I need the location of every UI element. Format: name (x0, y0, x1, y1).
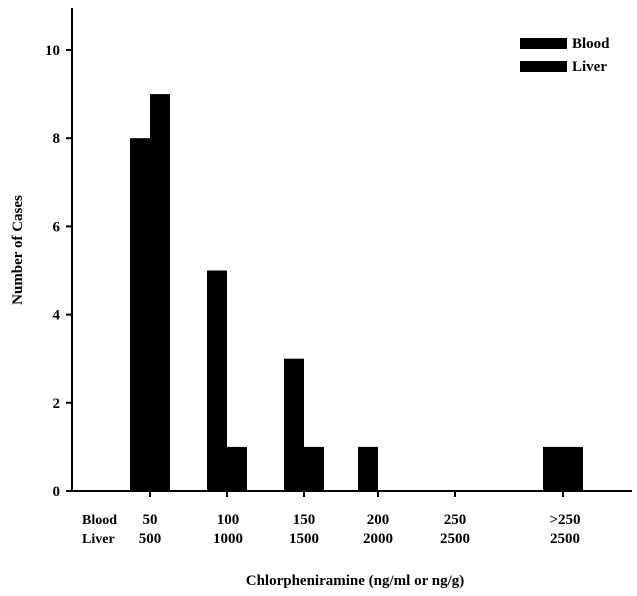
bars-layer (130, 94, 583, 491)
y-tick-label: 4 (53, 308, 61, 324)
legend-label-liver: Liver (572, 59, 607, 75)
x-tick-label-liver: 2500 (440, 531, 470, 547)
x-tick-label-liver: 2000 (363, 531, 393, 547)
legend-label-blood: Blood (572, 36, 610, 52)
legend: Blood Liver (520, 36, 610, 75)
y-tick-label: 0 (53, 484, 61, 500)
x-tick-label-liver: 1500 (289, 531, 319, 547)
y-tick-label: 2 (53, 396, 61, 412)
x-tick-label-blood: 50 (143, 512, 158, 528)
bar-liver-1 (227, 446, 247, 491)
x-ticks (149, 491, 564, 497)
y-tick-label: 8 (53, 131, 61, 147)
row-label-liver: Liver (82, 532, 115, 547)
x-tick-label-blood: 100 (217, 512, 240, 528)
bar-blood-3 (358, 446, 378, 491)
x-tick-labels: 50 500 100 1000 150 1500 200 2000 250 2500 >250 250… (139, 512, 581, 547)
x-tick-label-blood: >250 (549, 512, 580, 528)
row-label-blood: Blood (82, 513, 117, 528)
x-tick-label-blood: 200 (367, 512, 390, 528)
y-ticks: 0 2 4 6 8 10 (45, 43, 72, 500)
x-tick-label-blood: 250 (444, 512, 467, 528)
legend-swatch-blood (520, 38, 567, 49)
x-tick-label-liver: 1000 (213, 531, 243, 547)
x-axis-title: Chlorpheniramine (ng/ml or ng/g) (246, 573, 464, 589)
y-tick-label: 10 (45, 43, 60, 59)
bar-blood-2 (284, 358, 304, 491)
x-tick-label-liver: 500 (139, 531, 162, 547)
bar-blood-1 (207, 270, 227, 491)
bar-blood-0 (130, 138, 150, 491)
legend-swatch-liver (520, 61, 567, 72)
y-axis-title: Number of Cases (10, 195, 26, 305)
bar-liver-5 (563, 446, 583, 491)
x-tick-label-blood: 150 (293, 512, 316, 528)
x-tick-label-liver: 2500 (550, 531, 580, 547)
bar-liver-2 (304, 446, 324, 491)
bar-blood-5 (543, 446, 563, 491)
y-tick-label: 6 (53, 219, 61, 235)
bar-liver-0 (150, 94, 170, 491)
